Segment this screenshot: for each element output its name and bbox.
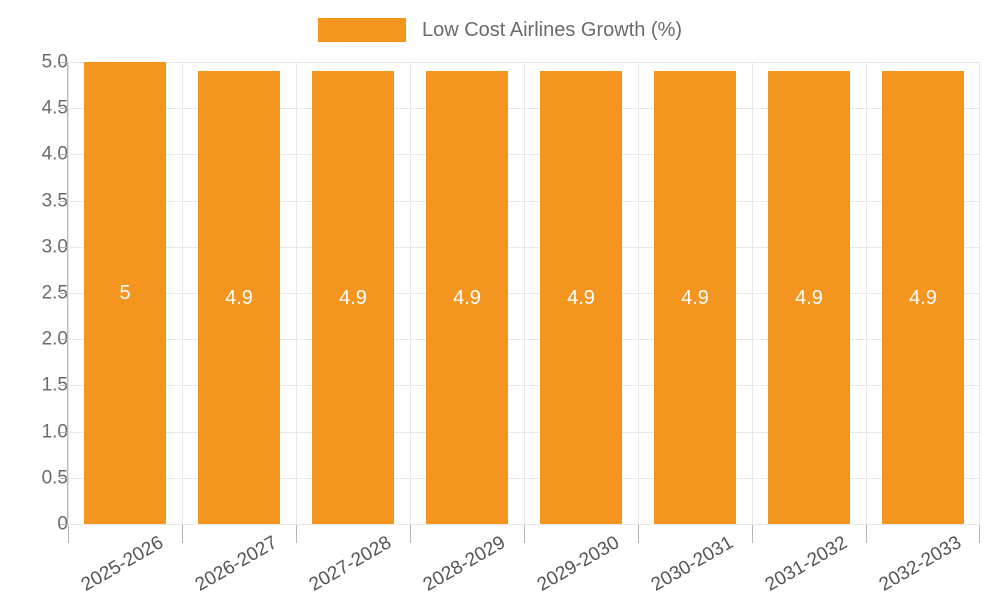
y-axis-tick-mark [60, 246, 68, 248]
y-axis-tick-label: 0.5 [41, 467, 68, 489]
x-axis-tick-mark [979, 525, 980, 543]
bar[interactable]: 4.9 [312, 71, 394, 524]
gridline-horizontal [68, 524, 980, 525]
x-axis-tick-mark [866, 525, 867, 543]
y-axis-tick-mark [60, 154, 68, 156]
gridline-vertical [979, 62, 980, 524]
y-axis-tick-mark [60, 524, 68, 525]
gridline-vertical [68, 62, 69, 524]
x-axis-tick-mark [182, 525, 183, 543]
x-axis-tick-mark [296, 525, 297, 543]
bar-data-label: 4.9 [681, 286, 709, 309]
y-axis-tick-label: 1.0 [41, 421, 68, 443]
x-axis-tick-mark [410, 525, 411, 543]
chart-legend: Low Cost Airlines Growth (%) [0, 10, 1000, 50]
gridline-vertical [866, 62, 867, 524]
bar-data-label: 4.9 [453, 286, 481, 309]
bar[interactable]: 4.9 [882, 71, 964, 524]
x-axis-tick-mark [68, 525, 69, 543]
x-axis-tick-mark [524, 525, 525, 543]
gridline-vertical [524, 62, 525, 524]
gridline-vertical [410, 62, 411, 524]
x-axis-tick-mark [752, 525, 753, 543]
bar-data-label: 4.9 [339, 286, 367, 309]
y-axis-tick-label: 2.5 [41, 282, 68, 304]
y-axis-tick-label: 3.0 [41, 236, 68, 258]
y-axis-tick-mark [60, 293, 68, 294]
legend-item-low-cost-airlines-growth[interactable]: Low Cost Airlines Growth (%) [317, 18, 683, 42]
bar-data-label: 5 [119, 282, 131, 304]
gridline-vertical [638, 62, 639, 524]
x-axis-tick-label: 2025-2026 [77, 532, 167, 596]
y-axis-tick-label: 5.0 [41, 51, 68, 73]
bar-data-label: 4.9 [909, 286, 937, 309]
bar[interactable]: 5 [84, 62, 166, 524]
bar-data-label: 4.9 [225, 286, 253, 309]
gridline-vertical [296, 62, 297, 524]
gridline-vertical [182, 62, 183, 524]
y-axis-tick-mark [60, 108, 68, 110]
y-axis-tick-mark [60, 431, 68, 433]
y-axis: 0 0.5 1.0 1.5 2.0 2.5 3.0 3.5 4.0 4.5 5.0 [0, 0, 68, 600]
x-axis-tick-label: 2028-2029 [419, 532, 509, 596]
x-axis-tick-label: 2029-2030 [533, 532, 623, 596]
legend-item-label: Low Cost Airlines Growth (%) [421, 19, 683, 41]
bar-data-label: 4.9 [795, 286, 823, 309]
bar[interactable]: 4.9 [768, 71, 850, 524]
y-axis-tick-mark [60, 339, 68, 341]
y-axis-tick-mark [60, 200, 68, 202]
plot-area: 5 4.9 4.9 4.9 4.9 4.9 4.9 4.9 [68, 62, 980, 525]
y-axis-tick-label: 3.5 [41, 190, 68, 212]
legend-color-swatch-icon [317, 18, 406, 42]
y-axis-line [67, 62, 68, 524]
y-axis-tick-mark [60, 385, 68, 387]
y-axis-tick-mark [60, 477, 68, 479]
bar[interactable]: 4.9 [540, 71, 622, 524]
bar-data-label: 4.9 [567, 286, 595, 309]
x-axis-tick-label: 2032-2033 [875, 532, 965, 596]
x-axis-tick-label: 2026-2027 [191, 532, 281, 596]
y-axis-tick-label: 4.5 [41, 97, 68, 119]
y-axis-tick-label: 1.5 [41, 374, 68, 396]
x-axis-tick-label: 2030-2031 [647, 532, 737, 596]
bar[interactable]: 4.9 [198, 71, 280, 524]
y-axis-tick-mark [60, 62, 68, 63]
y-axis-tick-label: 4.0 [41, 143, 68, 165]
x-axis-tick-label: 2027-2028 [305, 532, 395, 596]
y-axis-tick-label: 2.0 [41, 328, 68, 350]
bar[interactable]: 4.9 [426, 71, 508, 524]
x-axis-tick-label: 2031-2032 [761, 532, 851, 596]
gridline-vertical [752, 62, 753, 524]
bar[interactable]: 4.9 [654, 71, 736, 524]
x-axis-tick-mark [638, 525, 639, 543]
